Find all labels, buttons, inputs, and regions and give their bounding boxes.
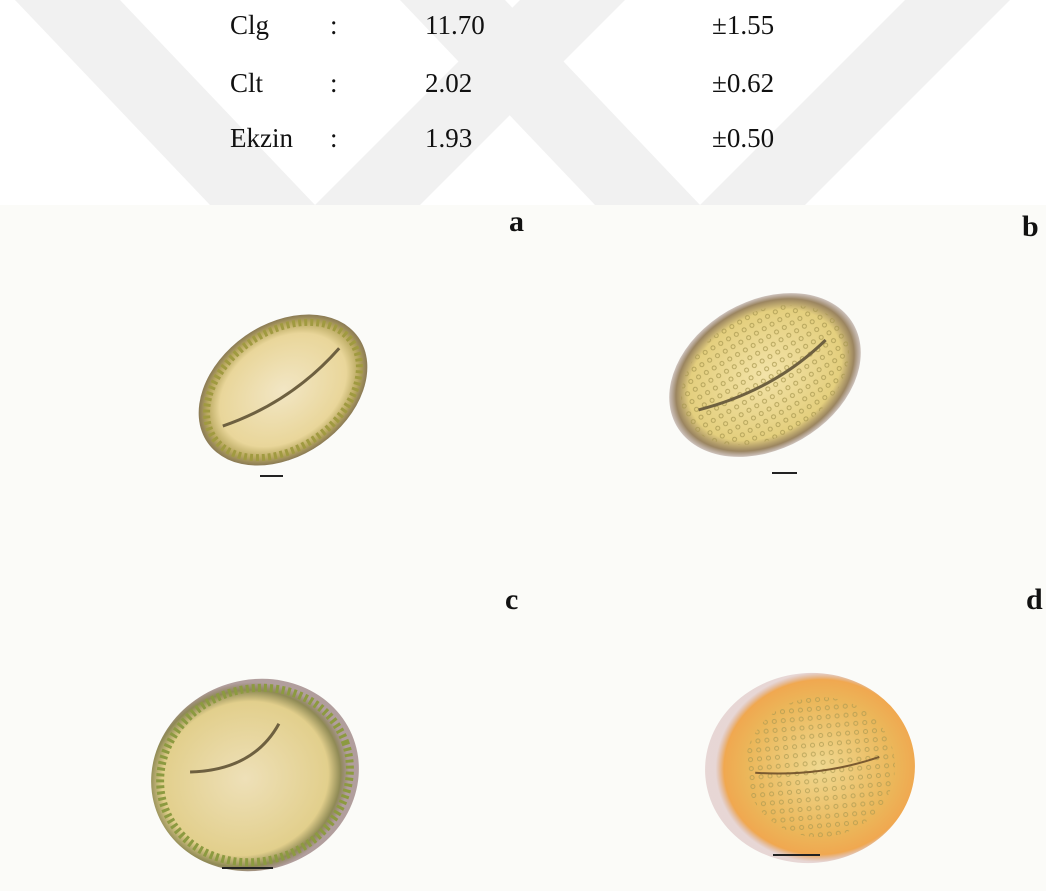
table-cell: Clt — [230, 70, 263, 97]
panel-label: c — [505, 585, 518, 615]
table-cell: Ekzin — [230, 125, 293, 152]
table-cell: ±1.55 — [712, 12, 774, 39]
panel-label: d — [1026, 585, 1043, 615]
table-cell: 2.02 — [425, 70, 472, 97]
table-cell: : — [330, 70, 338, 97]
table-cell: : — [330, 12, 338, 39]
panel-label: b — [1022, 212, 1039, 242]
table-cell: 11.70 — [425, 12, 485, 39]
table-cell: ±0.62 — [712, 70, 774, 97]
table-cell: ±0.50 — [712, 125, 774, 152]
table-cell: 1.93 — [425, 125, 472, 152]
table-cell: Clg — [230, 12, 269, 39]
figure-art — [0, 0, 1046, 891]
page: {"measurements": {"rows": [["Clg", ":", … — [0, 0, 1046, 891]
table-cell: : — [330, 125, 338, 152]
panel-label: a — [509, 207, 524, 237]
watermark — [15, 0, 1010, 205]
